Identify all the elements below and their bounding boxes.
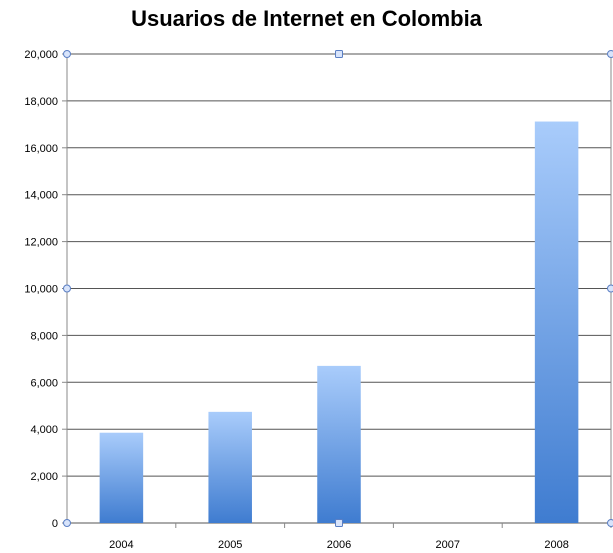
y-tick-label: 6,000 [30, 377, 58, 389]
x-tick-label: 2007 [436, 539, 460, 551]
bar-2004 [99, 432, 144, 523]
y-tick-label: 18,000 [24, 96, 58, 108]
x-tick-label: 2008 [544, 539, 568, 551]
bar-2006 [317, 365, 361, 523]
handle-middle-right[interactable] [607, 284, 613, 293]
chart-title: Usuarios de Internet en Colombia [131, 6, 482, 31]
y-tick-label: 16,000 [24, 143, 58, 155]
y-tick-label: 10,000 [24, 284, 58, 296]
y-tick-label: 20,000 [24, 49, 58, 61]
x-tick-label: 2004 [109, 539, 133, 551]
handle-top-left[interactable] [63, 50, 71, 58]
bar-2005 [208, 411, 252, 523]
y-tick-label: 8,000 [30, 330, 58, 342]
bars [99, 121, 579, 523]
handle-top-middle[interactable] [335, 50, 343, 58]
handle-bottom-right[interactable] [607, 519, 613, 527]
y-tick-label: 0 [52, 518, 58, 530]
y-tick-label: 2,000 [30, 471, 58, 483]
handle-bottom-middle[interactable] [335, 519, 343, 527]
selection-handles [63, 50, 613, 527]
y-tick-label: 14,000 [24, 190, 58, 202]
bar-2008 [534, 121, 579, 523]
y-tick-label: 4,000 [30, 424, 58, 436]
x-tick-label: 2005 [218, 539, 242, 551]
handle-top-right[interactable] [607, 50, 613, 58]
tick-labels: 0 2,000 4,000 6,000 8,000 10,000 12,000 14,000 1… [24, 49, 568, 551]
handle-bottom-left[interactable] [63, 519, 71, 527]
y-tick-label: 12,000 [24, 237, 58, 249]
x-tick-label: 2006 [327, 539, 351, 551]
handle-middle-left[interactable] [63, 284, 71, 293]
